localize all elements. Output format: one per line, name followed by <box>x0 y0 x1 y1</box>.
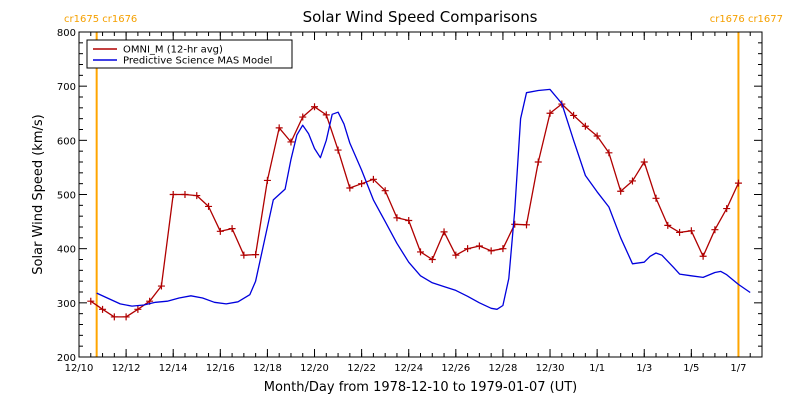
carrington-label: cr1675 cr1676 <box>64 14 137 25</box>
data-point <box>334 146 342 154</box>
data-point <box>193 192 201 200</box>
carrington-label: cr1676 cr1677 <box>710 14 783 25</box>
data-point <box>252 251 260 259</box>
data-point <box>87 297 95 305</box>
data-point <box>358 180 366 188</box>
legend-box <box>86 39 293 69</box>
x-tick-label: 12/14 <box>159 363 188 374</box>
data-point <box>617 187 625 195</box>
carrington-markers: cr1675 cr1676 cr1676 cr1677 <box>64 14 783 357</box>
data-point <box>205 202 213 210</box>
data-point <box>240 251 248 259</box>
x-tick-label: 12/26 <box>441 363 470 374</box>
x-tick-label: 12/20 <box>300 363 329 374</box>
axes-layer: 200 300 400 500 600 700 800 12/10 12/12 12/14 12/1… <box>57 28 763 374</box>
y-tick-label: 600 <box>57 136 76 147</box>
data-point <box>511 220 519 228</box>
data-point <box>723 205 731 213</box>
x-tick-label: 1/7 <box>730 363 746 374</box>
chart-title: Solar Wind Speed Comparisons <box>303 8 538 26</box>
x-tick-label: 12/30 <box>536 363 565 374</box>
data-point <box>417 248 424 256</box>
legend-label: Predictive Science MAS Model <box>123 56 272 67</box>
data-point <box>275 124 283 132</box>
x-tick-label: 12/18 <box>253 363 282 374</box>
data-point <box>299 113 307 121</box>
data-point <box>464 245 472 253</box>
series-layer <box>87 88 751 321</box>
data-point <box>676 228 684 236</box>
x-tick-label: 12/16 <box>206 363 235 374</box>
y-tick-label: 200 <box>57 353 76 364</box>
data-point <box>287 138 295 146</box>
data-point <box>711 226 719 234</box>
x-tick-label: 12/22 <box>347 363 376 374</box>
y-axis-title: Solar Wind Speed (km/s) <box>31 114 46 274</box>
x-tick-label: 12/10 <box>65 363 94 374</box>
data-point <box>570 111 578 119</box>
data-point <box>699 252 707 260</box>
y-tick-label: 300 <box>57 299 76 310</box>
data-point <box>452 251 460 259</box>
data-point <box>346 184 354 192</box>
data-point <box>428 256 436 263</box>
x-tick-label: 12/24 <box>394 363 423 374</box>
x-tick-label: 12/28 <box>489 363 518 374</box>
data-point <box>487 247 495 255</box>
data-point <box>687 227 695 235</box>
data-point <box>157 282 165 290</box>
x-tick-label: 1/3 <box>636 363 652 374</box>
data-point <box>122 313 130 321</box>
data-point <box>263 176 271 184</box>
data-point <box>664 221 672 229</box>
data-point <box>534 158 542 166</box>
data-point <box>605 149 613 157</box>
series-line-2 <box>96 88 751 310</box>
legend-label: OMNI_M (12-hr avg) <box>123 45 223 56</box>
data-point <box>110 313 118 321</box>
data-point <box>652 194 660 202</box>
x-tick-label: 1/1 <box>589 363 605 374</box>
data-point <box>322 111 330 119</box>
data-point <box>369 175 377 183</box>
data-point <box>734 179 742 187</box>
data-point <box>181 191 189 198</box>
data-point <box>522 221 530 229</box>
data-point <box>311 103 319 111</box>
data-point <box>381 187 389 195</box>
y-tick-label: 800 <box>57 28 76 39</box>
y-tick-label: 700 <box>57 82 76 93</box>
data-point <box>640 158 648 166</box>
data-point <box>393 214 401 222</box>
series-line-1 <box>90 103 739 318</box>
data-point <box>99 305 107 313</box>
x-tick-label: 12/12 <box>112 363 141 374</box>
data-point <box>499 245 507 253</box>
data-point <box>546 109 554 117</box>
data-point <box>405 217 413 224</box>
plot-frame <box>78 31 763 358</box>
data-point <box>440 228 448 236</box>
x-axis-title: Month/Day from 1978-12-10 to 1979-01-07 … <box>264 380 577 395</box>
data-point <box>228 225 236 233</box>
y-tick-label: 500 <box>57 191 76 202</box>
data-point <box>593 132 601 140</box>
data-point <box>216 227 224 235</box>
x-tick-label: 1/5 <box>683 363 699 374</box>
data-point <box>134 305 142 313</box>
y-tick-label: 400 <box>57 245 76 256</box>
data-point <box>628 177 636 185</box>
data-point <box>169 191 177 198</box>
data-point <box>475 242 483 250</box>
data-point <box>581 122 589 130</box>
legend: OMNI_M (12-hr avg)Predictive Science MAS… <box>86 39 293 69</box>
